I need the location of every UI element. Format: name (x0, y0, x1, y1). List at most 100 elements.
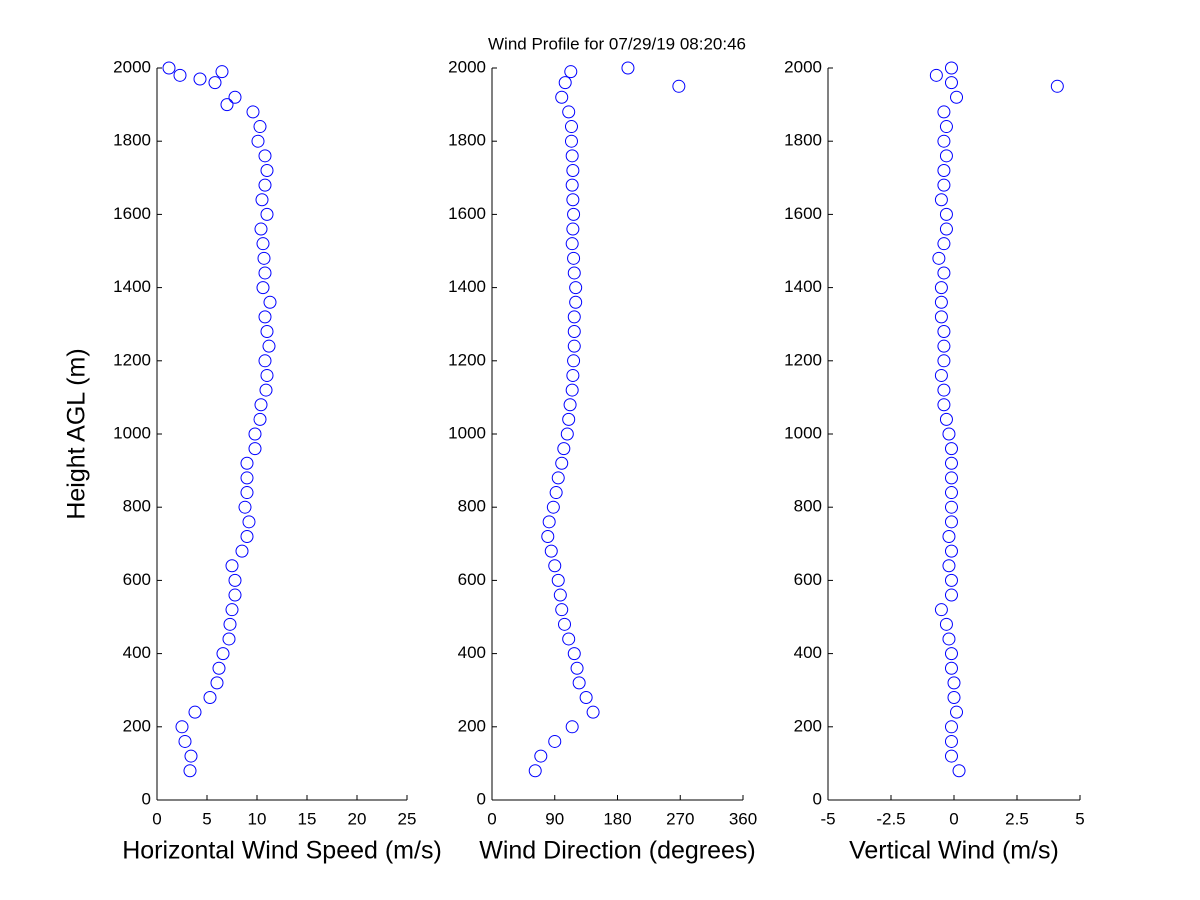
y-tick-label: 1000 (448, 423, 486, 442)
point (253, 412, 267, 426)
x-tick-label: -5 (820, 809, 835, 828)
y-tick-label: 800 (458, 497, 486, 516)
point (551, 471, 565, 485)
y-tick-label: 600 (794, 570, 822, 589)
y-tick-label: 2000 (448, 57, 486, 76)
point (579, 691, 593, 705)
point (251, 134, 265, 148)
point (939, 617, 953, 631)
point (586, 705, 600, 719)
point (248, 442, 262, 456)
x-tick-label: 360 (729, 809, 757, 828)
point (238, 500, 252, 514)
point (184, 749, 198, 763)
point (944, 471, 958, 485)
point (566, 193, 580, 207)
y-tick-label: 600 (123, 570, 151, 589)
y-tick-label: 400 (794, 643, 822, 662)
point (944, 76, 958, 90)
x-tick-label: 0 (487, 809, 496, 828)
point (567, 354, 581, 368)
point (260, 207, 274, 221)
point (225, 603, 239, 617)
point (567, 251, 581, 265)
point (162, 61, 176, 75)
point (942, 559, 956, 573)
y-tick-label: 1200 (784, 350, 822, 369)
point (215, 65, 229, 79)
point (563, 398, 577, 412)
point (942, 529, 956, 543)
point (942, 427, 956, 441)
point (240, 456, 254, 470)
point (562, 412, 576, 426)
point (225, 559, 239, 573)
point (564, 120, 578, 134)
point (944, 720, 958, 734)
x-tick-label: 180 (603, 809, 631, 828)
point (242, 515, 256, 529)
x-tick-label: 10 (248, 809, 267, 828)
point (560, 427, 574, 441)
chart-title: Wind Profile for 07/29/19 08:20:46 (488, 34, 746, 53)
point (178, 734, 192, 748)
y-tick-label: 1000 (113, 423, 151, 442)
point (939, 149, 953, 163)
point (944, 661, 958, 675)
point (258, 354, 272, 368)
y-tick-label: 1200 (448, 350, 486, 369)
point (258, 149, 272, 163)
point (564, 134, 578, 148)
point (175, 720, 189, 734)
point (183, 764, 197, 778)
point (173, 68, 187, 82)
point (255, 193, 269, 207)
point (564, 65, 578, 79)
y-axis-label: Height AGL (m) (63, 348, 91, 519)
y-tick-label: 2000 (113, 57, 151, 76)
y-tick-label: 1800 (113, 131, 151, 150)
point (944, 61, 958, 75)
x-tick-label: 5 (202, 809, 211, 828)
point (240, 486, 254, 500)
point (216, 647, 230, 661)
point (944, 573, 958, 587)
x-tick-label: 2.5 (1005, 809, 1029, 828)
point (934, 281, 948, 295)
point (944, 734, 958, 748)
y-tick-label: 1000 (784, 423, 822, 442)
point (934, 295, 948, 309)
point (188, 705, 202, 719)
point (235, 544, 249, 558)
point (260, 163, 274, 177)
x-axis-label: Vertical Wind (m/s) (849, 837, 1059, 865)
point (934, 193, 948, 207)
point (193, 72, 207, 86)
point (944, 749, 958, 763)
point (248, 427, 262, 441)
point (937, 178, 951, 192)
point (203, 691, 217, 705)
point (541, 529, 555, 543)
point (562, 632, 576, 646)
point (262, 339, 276, 353)
point (565, 237, 579, 251)
point (937, 237, 951, 251)
point (566, 163, 580, 177)
point (944, 442, 958, 456)
y-tick-label: 400 (123, 643, 151, 662)
y-tick-label: 1200 (113, 350, 151, 369)
point (944, 456, 958, 470)
point (944, 647, 958, 661)
y-tick-label: 0 (142, 789, 151, 808)
point (567, 647, 581, 661)
point (952, 764, 966, 778)
point (210, 676, 224, 690)
point (567, 207, 581, 221)
x-tick-label: 90 (545, 809, 564, 828)
y-tick-label: 200 (123, 716, 151, 735)
point (570, 661, 584, 675)
y-tick-label: 0 (477, 789, 486, 808)
point (551, 573, 565, 587)
point (544, 544, 558, 558)
